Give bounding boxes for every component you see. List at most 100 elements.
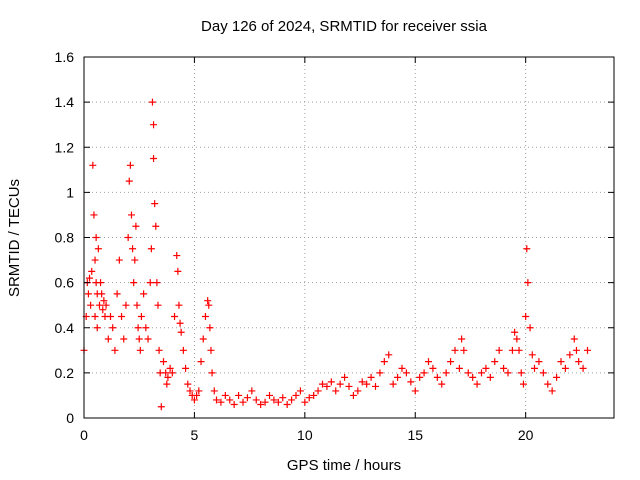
data-point [99,306,107,314]
data-point [91,256,99,264]
y-tick-label: 0.2 [55,365,75,381]
data-point [522,312,530,320]
data-point [184,380,192,388]
data-point [508,346,516,354]
data-point [102,301,110,309]
data-point [372,382,379,390]
data-point [204,297,212,305]
data-point [367,373,375,381]
data-point [210,387,218,395]
data-point [515,346,523,354]
data-point [548,387,556,395]
data-point [478,369,485,377]
data-point [491,358,499,366]
data-point [152,222,160,230]
data-point [438,380,446,388]
data-point [363,380,371,388]
data-point [385,351,393,359]
data-point [407,378,415,386]
data-point [148,98,156,106]
y-tick-label: 1.4 [55,94,75,110]
data-point [274,398,282,406]
data-point [154,301,162,309]
y-tick-label: 0.4 [55,320,75,336]
data-point [98,290,106,298]
data-point [104,335,112,343]
data-point [113,290,121,298]
data-point [197,358,205,366]
data-point [171,312,179,320]
data-point [175,301,183,309]
data-point [109,324,117,332]
x-tick-label: 15 [407,427,423,443]
y-tick-label: 1.6 [55,49,75,65]
data-point [411,387,419,395]
data-point [132,222,140,230]
data-point [323,382,331,390]
data-point [92,234,100,241]
data-point [88,267,96,275]
data-point [327,378,335,386]
data-point [279,394,287,402]
data-point [482,364,490,372]
data-point [136,346,144,354]
data-point [124,234,132,241]
data-point [464,369,472,377]
data-point [500,364,508,372]
data-point [100,297,108,305]
data-point [451,346,459,354]
data-point [402,369,410,377]
data-point [199,335,207,343]
data-point [380,358,388,366]
data-point [425,358,432,366]
data-point [155,346,163,354]
data-point [248,387,256,395]
data-point [394,373,402,381]
data-point [539,369,547,377]
data-point [433,373,441,381]
data-point [174,267,182,275]
data-point [84,290,92,298]
data-point [252,396,260,404]
data-point [349,391,357,399]
data-point [213,396,220,404]
data-point [553,373,561,381]
data-point [230,400,238,408]
data-point [243,394,251,402]
data-point [122,301,130,309]
data-point [511,328,519,336]
data-point [226,396,234,404]
data-point [266,391,273,399]
data-point [531,364,538,372]
data-point [584,346,591,354]
data-point [544,380,552,388]
data-point [561,364,569,372]
data-point [164,373,172,381]
data-point [535,358,543,366]
data-point [129,245,137,253]
data-point [458,335,466,343]
y-tick-label: 0.6 [55,275,75,291]
data-point [150,155,158,163]
data-point [130,279,138,287]
data-point [150,121,158,129]
data-point [120,335,128,343]
data-point [182,364,190,372]
data-point [301,398,309,406]
data-point [193,391,201,399]
grid-layer [84,57,614,418]
data-point [528,351,536,359]
data-point [186,387,194,395]
data-point [504,369,512,377]
data-point [526,324,534,332]
data-point [133,301,141,309]
data-point [206,324,214,332]
data-point [125,177,133,185]
data-point [469,373,477,381]
data-point [147,245,155,253]
data-point [111,346,119,354]
data-point [127,211,135,219]
data-point [314,387,322,395]
y-tick-label: 1.2 [55,139,75,155]
data-point [460,346,468,354]
